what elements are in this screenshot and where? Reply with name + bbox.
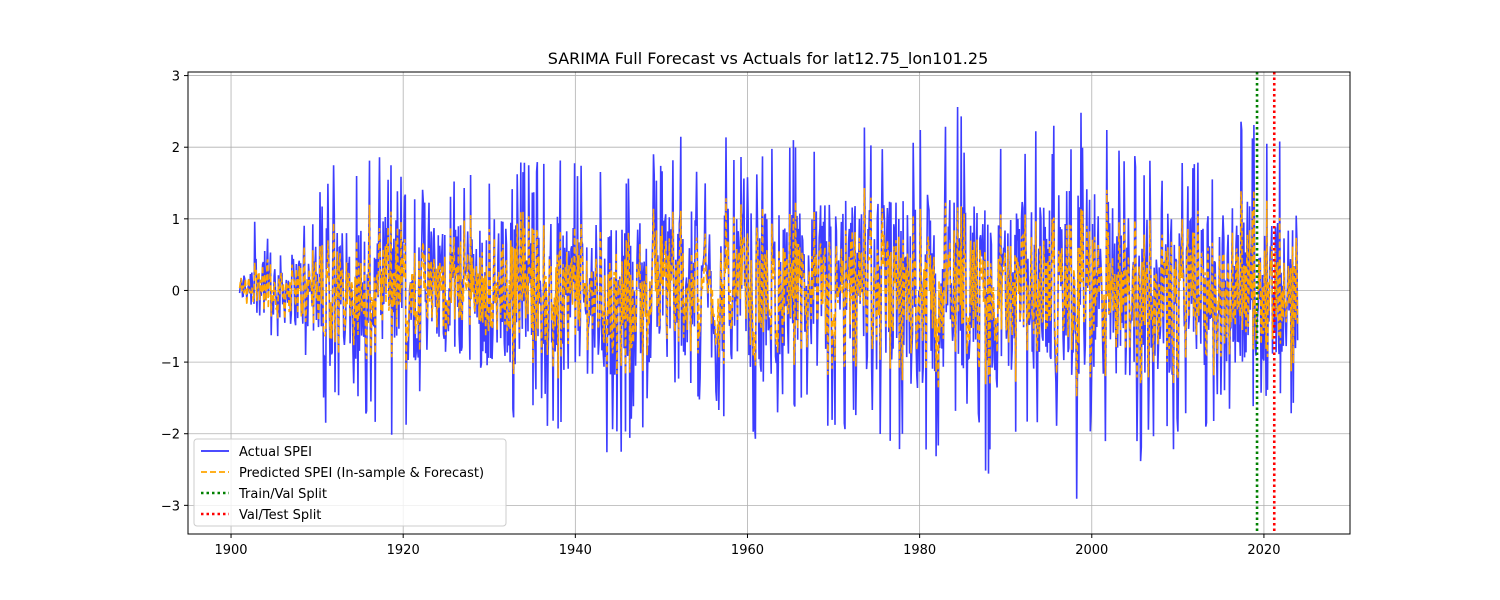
series-predicted-spei xyxy=(238,187,1299,397)
legend-label: Train/Val Split xyxy=(238,487,327,502)
plot-area-frame xyxy=(187,71,1351,535)
y-tick-label: −3 xyxy=(161,499,180,514)
chart-title: SARIMA Full Forecast vs Actuals for lat1… xyxy=(548,49,989,69)
legend-label: Actual SPEI xyxy=(239,445,312,460)
x-tick-label: 1900 xyxy=(214,543,247,558)
y-tick-label: −2 xyxy=(161,428,180,443)
legend-label: Predicted SPEI (In-sample & Forecast) xyxy=(239,466,484,481)
x-tick-label: 2000 xyxy=(1075,543,1108,558)
y-tick-label: 2 xyxy=(172,141,180,156)
x-tick-label: 1920 xyxy=(387,543,420,558)
x-tick-label: 1940 xyxy=(559,543,592,558)
legend-label: Val/Test Split xyxy=(239,508,321,523)
axis-ticks: 1900 1920 1940 1960 1980 2000 2020 −3 −2 −1 0 1 2 3 xyxy=(161,70,1281,558)
y-tick-label: 1 xyxy=(172,213,180,228)
series-layer xyxy=(238,106,1299,499)
x-tick-label: 1960 xyxy=(731,543,764,558)
x-tick-label: 2020 xyxy=(1247,543,1280,558)
y-tick-label: −1 xyxy=(161,356,180,371)
y-tick-label: 0 xyxy=(172,284,180,299)
x-tick-label: 1980 xyxy=(903,543,936,558)
legend-box xyxy=(193,438,507,527)
series-actual-spei xyxy=(238,106,1299,499)
legend: Actual SPEI Predicted SPEI (In-sample & F… xyxy=(193,438,507,527)
y-tick-label: 3 xyxy=(172,70,180,85)
split-lines xyxy=(1255,72,1276,534)
